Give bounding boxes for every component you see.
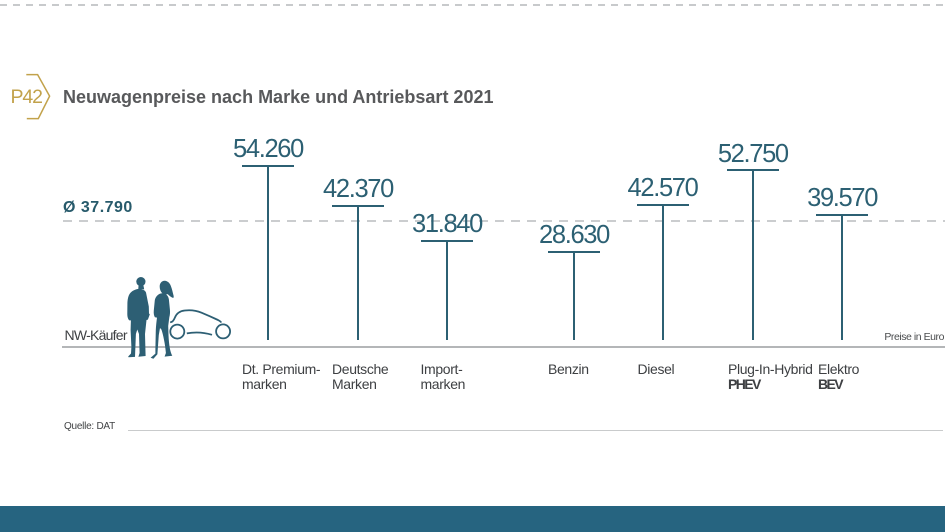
svg-text:P42: P42 bbox=[11, 86, 43, 108]
